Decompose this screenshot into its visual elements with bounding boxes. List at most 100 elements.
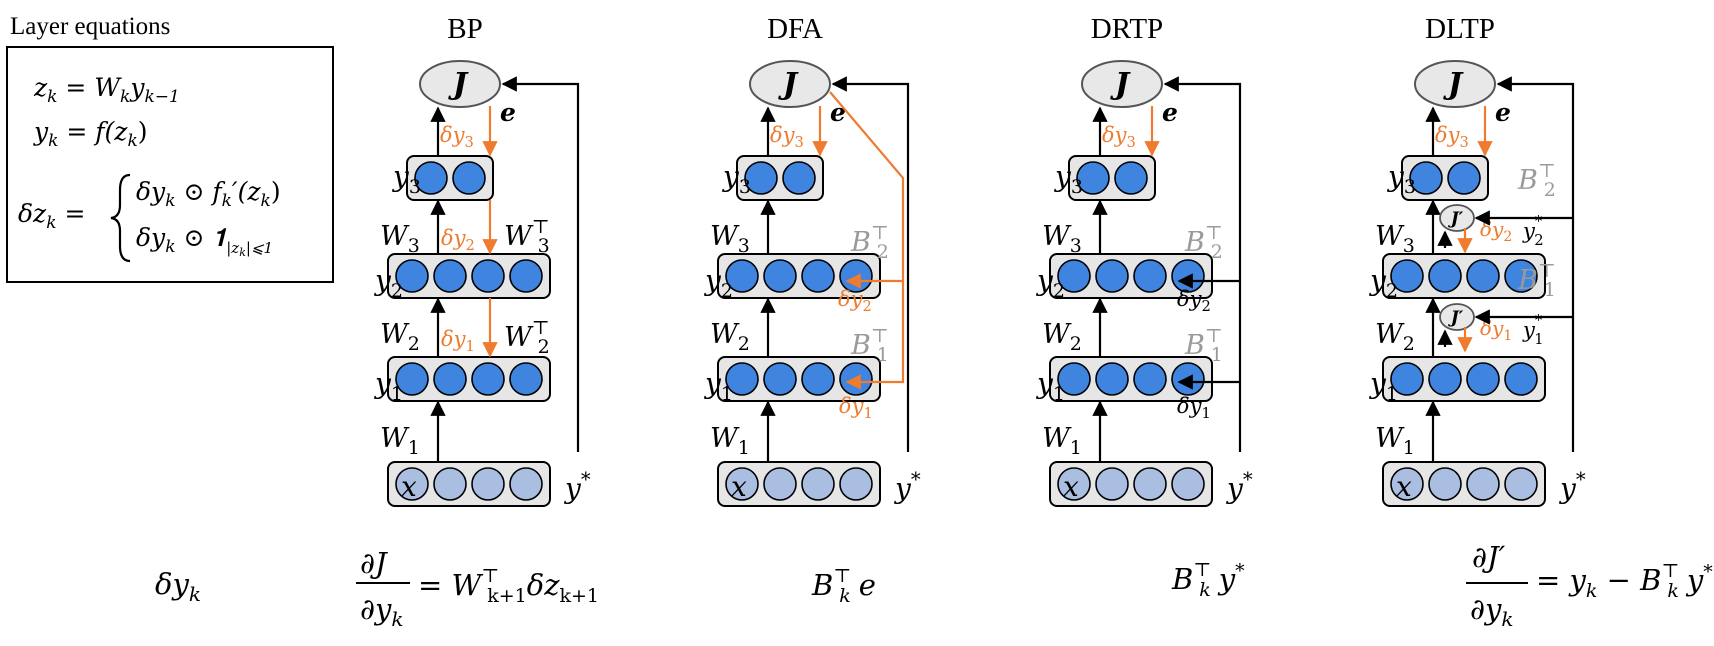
label-x: x [401, 470, 417, 503]
bp-formula-num: ∂J [360, 546, 388, 580]
loss-J-label: J [778, 67, 799, 102]
local-loss-node [1439, 204, 1475, 232]
legend-eq-case1: δyk ⊙ fk′(zk) [136, 177, 281, 211]
layer-y2-neuron [433, 259, 467, 293]
panel-title-dfa: DFA [767, 13, 823, 45]
layer-y3-neuron [744, 161, 778, 195]
layer-y2-box [717, 253, 881, 299]
local-loss-label: J′ [1448, 209, 1464, 229]
label-B1T: B⊤ 1 [1184, 325, 1223, 366]
layer-y1-neuron [1390, 362, 1424, 396]
label-W3T: W⊤ 3 [504, 216, 550, 257]
label-target: y* [1225, 468, 1253, 505]
bp-formula-den: ∂yk [360, 592, 404, 631]
label-feedback-dy2: δy2 [838, 287, 872, 315]
layer-x-neuron [433, 467, 467, 501]
label-y1: y1 [1035, 367, 1065, 405]
target-line [501, 76, 580, 452]
layer-y3-neuron [1114, 161, 1148, 195]
layer-x-neuron [763, 467, 797, 501]
loss-J-node [749, 60, 831, 108]
label-y3: y3 [1386, 160, 1416, 198]
target-line [831, 76, 910, 452]
label-W2T: W⊤ 2 [504, 317, 550, 358]
label-W1: W1 [710, 423, 750, 459]
layer-x-neuron [725, 467, 759, 501]
layer-y3-neuron [1076, 161, 1110, 195]
target-line [1163, 76, 1242, 452]
target-line [1496, 76, 1575, 452]
label-W1: W1 [1375, 423, 1415, 459]
label-dy3: δy3 [440, 123, 474, 151]
layer-y3-neuron [1447, 161, 1481, 195]
panel-dltp: DLTP Jy3 y2 y1 x W3 W2 W1 y* e δy3 J′ δy2 y* 2 J′ δy1 y* 1… [1368, 13, 1586, 507]
label-B2T: B⊤ 2 [1184, 222, 1223, 263]
layer-y2-neuron [509, 259, 543, 293]
layer-y1-neuron [725, 362, 759, 396]
label-target: y* [1558, 468, 1586, 505]
layer-y2-neuron [1133, 259, 1167, 293]
bp-formula-rhs: = W⊤ k+1δzk+1 [418, 565, 599, 607]
panel-title-drtp: DRTP [1091, 13, 1163, 45]
layer-y1-neuron [509, 362, 543, 396]
legend-eq-y: yk = f(zk) [33, 117, 148, 151]
layer-y3-neuron [782, 161, 816, 195]
layer-y3-neuron [452, 161, 486, 195]
layer-x-box [1049, 461, 1213, 507]
layer-x-neuron [839, 467, 873, 501]
label-proj-dy1: δy1 [1177, 394, 1211, 422]
label-W2: W2 [1375, 319, 1415, 355]
label-W3: W3 [1375, 221, 1415, 257]
label-B2T: B⊤ 2 [1517, 160, 1556, 201]
layer-y1-neuron [1057, 362, 1091, 396]
layer-y1-neuron [1466, 362, 1500, 396]
layer-y2-neuron [725, 259, 759, 293]
layer-x-neuron [1133, 467, 1167, 501]
label-target: y* [563, 468, 591, 505]
layer-y2-neuron [801, 259, 835, 293]
label-proj-dy2: δy2 [1177, 287, 1211, 315]
layer-x-box [1382, 461, 1546, 507]
layer-y1-neuron [801, 362, 835, 396]
layer-y1-box [717, 356, 881, 402]
panel-title-dltp: DLTP [1425, 13, 1495, 45]
layer-y2-neuron [1390, 259, 1424, 293]
layer-y3-neuron [1409, 161, 1443, 195]
label-y1: y1 [703, 367, 733, 405]
layer-x-box [387, 461, 551, 507]
legend-box [6, 46, 334, 283]
panel-title-bp: BP [447, 13, 482, 45]
label-dy3: δy3 [1102, 123, 1136, 151]
label-W3: W3 [380, 221, 420, 257]
label-e: e [1162, 98, 1178, 127]
label-y1: y1 [1368, 367, 1398, 405]
label-B1T: B⊤ 1 [1517, 260, 1556, 301]
dfa-formula: B⊤ k e [811, 565, 876, 607]
layer-x-neuron [801, 467, 835, 501]
layer-y1-neuron [839, 362, 873, 396]
layer-y2-neuron [1057, 259, 1091, 293]
label-W2: W2 [710, 319, 750, 355]
layer-y2-neuron [1428, 259, 1462, 293]
bottom-label: δyk [155, 567, 201, 606]
legend-eq-dz-lhs: δzk = [18, 199, 85, 233]
label-local-dy2: δy2 [1480, 217, 1512, 245]
label-y2: y2 [703, 264, 733, 302]
label-B1T: B⊤ 1 [850, 325, 889, 366]
label-dy3: δy3 [1435, 123, 1469, 151]
layer-y1-neuron [1095, 362, 1129, 396]
label-x: x [731, 470, 747, 503]
layer-x-neuron [1428, 467, 1462, 501]
layer-x-neuron [1504, 467, 1538, 501]
layer-y1-neuron [763, 362, 797, 396]
bottom-row: δyk ∂J ∂yk = W⊤ k+1δzk+1 B⊤ k e B⊤ k y* ∂J′ ∂… [155, 540, 1713, 631]
layer-y1-box [1382, 356, 1546, 402]
label-y2: y2 [373, 264, 403, 302]
label-e: e [1495, 98, 1511, 127]
layer-y2-box [387, 253, 551, 299]
label-feedback-dy1: δy1 [839, 394, 873, 422]
label-dy3: δy3 [770, 123, 804, 151]
layer-y1-box [387, 356, 551, 402]
